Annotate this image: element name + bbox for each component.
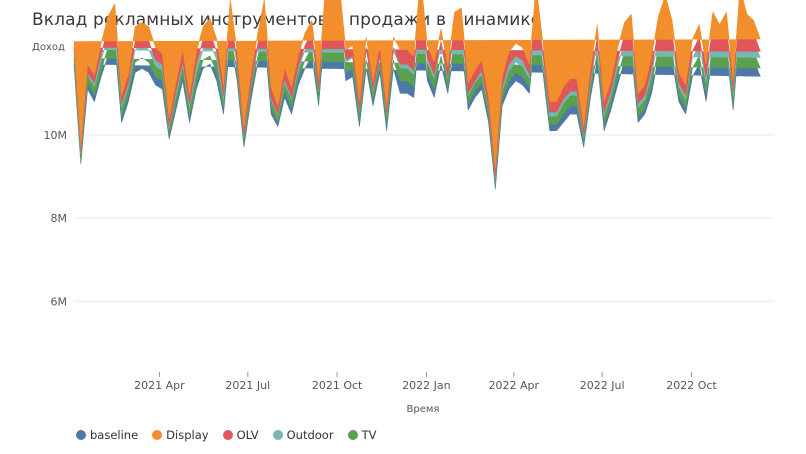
legend-item-outdoor[interactable]: Outdoor [272, 428, 334, 442]
x-tick-label: 2021 Apr [134, 379, 185, 392]
legend-item-baseline[interactable]: baseline [76, 428, 138, 442]
x-tick-label: 2022 Jan [402, 379, 450, 392]
legend-swatch [222, 430, 233, 440]
grid-lines [74, 134, 774, 302]
x-tick-label: 2021 Oct [312, 379, 363, 392]
legend: baseline Display OLV Outdoor TV [76, 428, 376, 442]
y-tick-label: 8M [51, 212, 68, 225]
x-tick-label: 2022 Oct [666, 379, 717, 392]
legend-swatch [152, 430, 163, 440]
legend-item-tv[interactable]: TV [347, 428, 377, 442]
area-series [73, 0, 761, 190]
legend-label: TV [361, 428, 377, 442]
legend-swatch [347, 430, 358, 440]
legend-label: Outdoor [286, 428, 334, 442]
y-tick-label: 10M [44, 129, 68, 142]
legend-item-olv[interactable]: OLV [222, 428, 259, 442]
y-tick-label: 6M [51, 295, 68, 308]
axes: 6M 8M 10M 2021 Apr 2021 Jul 2021 Oct 2022 Jan 2… [44, 129, 718, 392]
area-display [73, 0, 761, 169]
legend-swatch [272, 430, 283, 440]
x-tick-label: 2022 Apr [489, 379, 540, 392]
legend-label: Display [166, 428, 209, 442]
x-axis-label: Время [407, 404, 440, 415]
x-tick-label: 2022 Jul [580, 379, 625, 392]
chart-title: Вклад рекламных инструментов в продажи в… [32, 10, 542, 30]
legend-swatch [76, 430, 86, 440]
legend-label: baseline [90, 428, 139, 442]
legend-label: OLV [236, 428, 259, 442]
x-tick-label: 2021 Jul [225, 379, 270, 392]
y-axis-label: Доход [32, 42, 65, 53]
legend-item-display[interactable]: Display [152, 428, 209, 442]
